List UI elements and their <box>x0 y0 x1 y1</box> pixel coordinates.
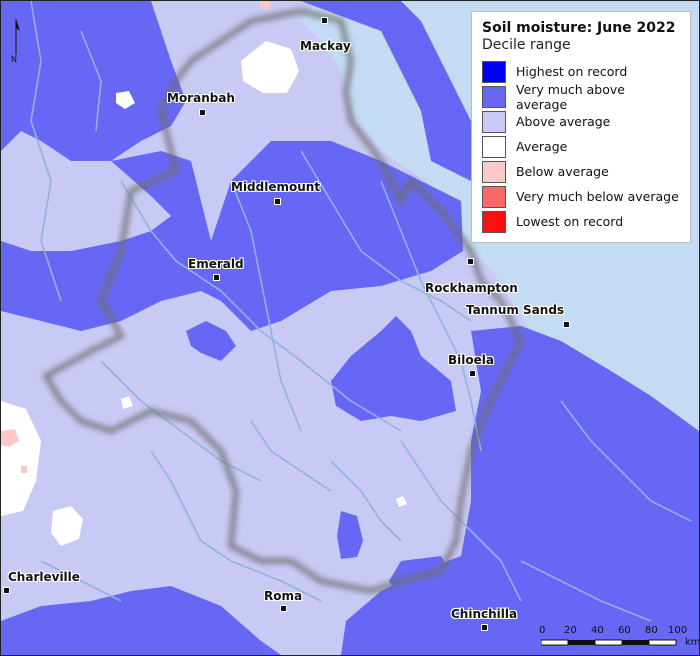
town-marker-roma[interactable] <box>280 605 287 612</box>
scale-tick-label: 40 <box>591 625 604 636</box>
legend-item-highest: Highest on record <box>482 59 680 84</box>
town-label-rockhampton[interactable]: Rockhampton <box>425 281 518 295</box>
below-average-areas <box>1 1 271 473</box>
legend-item-lowest: Lowest on record <box>482 209 680 234</box>
legend-swatch <box>482 135 506 158</box>
town-marker-moranbah[interactable] <box>199 109 206 116</box>
legend-item-average: Average <box>482 134 680 159</box>
scale-tick-label: 60 <box>618 625 631 636</box>
scale-tick-label: 100 <box>668 625 688 636</box>
scale-unit: km <box>685 637 700 648</box>
town-label-chinchilla[interactable]: Chinchilla <box>451 607 518 621</box>
legend-item-above: Above average <box>482 109 680 134</box>
scale-bar: 0 20 40 60 80 100 km <box>539 625 699 655</box>
scale-bar-graphic <box>541 639 677 646</box>
average-areas <box>1 41 407 546</box>
town-label-tannum-sands[interactable]: Tannum Sands <box>466 303 565 317</box>
legend-label: Lowest on record <box>516 214 624 229</box>
town-label-emerald[interactable]: Emerald <box>188 257 244 271</box>
town-marker-mackay[interactable] <box>321 17 328 24</box>
legend-item-very-much-above: Very much above average <box>482 81 680 112</box>
legend-label: Average <box>516 139 568 154</box>
town-marker-biloela[interactable] <box>469 370 476 377</box>
town-marker-rockhampton[interactable] <box>467 258 474 265</box>
town-marker-charleville[interactable] <box>3 587 10 594</box>
legend-swatch <box>482 110 506 133</box>
legend-title: Soil moisture: June 2022 <box>482 20 676 36</box>
north-arrow-icon <box>15 19 20 55</box>
legend-label: Below average <box>516 164 609 179</box>
river-network <box>30 1 692 622</box>
legend-label: Very much above average <box>516 81 625 112</box>
legend-item-below: Below average <box>482 159 680 184</box>
town-label-biloela[interactable]: Biloela <box>448 353 494 367</box>
town-label-middlemount[interactable]: Middlemount <box>231 180 321 194</box>
town-label-roma[interactable]: Roma <box>264 589 303 603</box>
legend-swatch <box>482 210 506 233</box>
town-marker-emerald[interactable] <box>213 274 220 281</box>
legend-swatch <box>482 160 506 183</box>
legend-swatch <box>482 60 506 83</box>
town-label-mackay[interactable]: Mackay <box>300 39 351 53</box>
north-label: N <box>11 55 17 64</box>
town-marker-middlemount[interactable] <box>274 198 281 205</box>
legend-label: Highest on record <box>516 64 628 79</box>
map-legend: Soil moisture: June 2022 Decile range Hi… <box>471 11 691 243</box>
scale-tick-label: 80 <box>645 625 658 636</box>
legend-item-very-much-below: Very much below average <box>482 184 680 209</box>
legend-label: Very much below average <box>516 189 679 204</box>
catchment-boundary <box>41 7 525 595</box>
town-marker-chinchilla[interactable] <box>481 624 488 631</box>
legend-swatch <box>482 85 506 108</box>
scale-tick-label: 20 <box>564 625 577 636</box>
legend-subtitle: Decile range <box>482 37 571 53</box>
scale-tick-label: 0 <box>539 625 546 636</box>
legend-label: Above average <box>516 114 611 129</box>
town-marker-tannum-sands[interactable] <box>563 321 570 328</box>
town-label-charleville[interactable]: Charleville <box>8 570 80 584</box>
town-label-moranbah[interactable]: Moranbah <box>167 91 235 105</box>
legend-swatch <box>482 185 506 208</box>
